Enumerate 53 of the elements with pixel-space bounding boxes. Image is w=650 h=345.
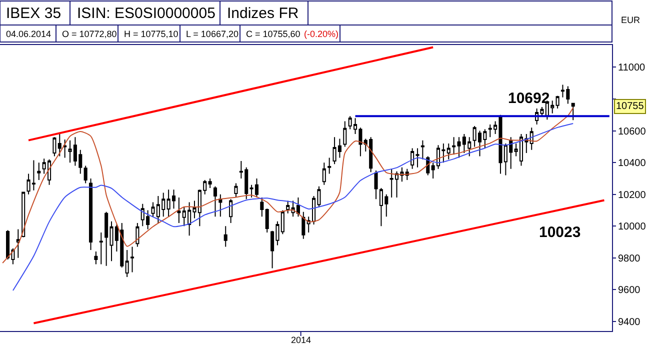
candlestick xyxy=(177,197,181,224)
candlestick xyxy=(420,140,424,160)
candlestick xyxy=(302,211,306,240)
candlestick xyxy=(343,120,347,148)
y-tick-label: 10000 xyxy=(618,222,646,233)
candlestick xyxy=(446,143,450,160)
candlestick xyxy=(556,95,560,110)
candlestick xyxy=(22,191,26,238)
candlestick xyxy=(88,178,93,250)
candlestick xyxy=(136,222,140,248)
candlestick xyxy=(218,194,222,218)
candlestick xyxy=(84,165,88,184)
y-axis-title: EUR xyxy=(621,15,640,25)
candlestick xyxy=(213,186,218,218)
text: H = 10775,10 xyxy=(124,29,178,39)
y-tick-label: 10200 xyxy=(618,190,646,201)
text: C = 10755,60 xyxy=(246,29,300,39)
text: L = 10667,20 xyxy=(186,29,238,39)
text: Indizes FR xyxy=(227,5,299,22)
candlestick xyxy=(16,228,20,258)
text: O = 10772,80 xyxy=(62,29,117,39)
candlestick xyxy=(58,133,62,157)
candlestick xyxy=(286,200,290,214)
text: 2014 xyxy=(291,335,312,345)
chart-title: IBEX 35 xyxy=(6,5,62,22)
candlestick xyxy=(94,251,98,265)
candlestick xyxy=(125,249,129,278)
y-tick-label: 9600 xyxy=(618,285,641,296)
candlestick xyxy=(260,197,264,218)
candlestick xyxy=(208,178,212,188)
candlestick xyxy=(130,246,134,273)
annotation: 10755 xyxy=(616,101,644,112)
candlestick xyxy=(37,162,41,181)
y-tick-label: 9800 xyxy=(618,253,641,264)
candlestick xyxy=(99,232,103,265)
annotation: 10023 xyxy=(539,224,581,241)
candlestick xyxy=(328,157,332,174)
candlestick xyxy=(265,208,269,233)
chart-subtitle: ISIN: ES0SI0000005 xyxy=(77,5,216,22)
candlestick xyxy=(234,182,238,198)
candlestick xyxy=(63,139,67,158)
text: 04.06.2014 xyxy=(6,29,52,39)
y-tick-label: 9400 xyxy=(618,316,641,328)
candlestick xyxy=(52,136,56,157)
y-tick-label: 10600 xyxy=(618,126,646,138)
annotation: 10692 xyxy=(508,90,550,107)
candlestick xyxy=(224,226,228,248)
y-tick-label: 11000 xyxy=(618,62,646,74)
candlestick xyxy=(571,102,575,121)
text: (-0.20%) xyxy=(304,29,339,39)
y-tick-label: 10400 xyxy=(618,158,646,170)
candlestick xyxy=(229,198,233,224)
candlestick xyxy=(322,162,326,186)
